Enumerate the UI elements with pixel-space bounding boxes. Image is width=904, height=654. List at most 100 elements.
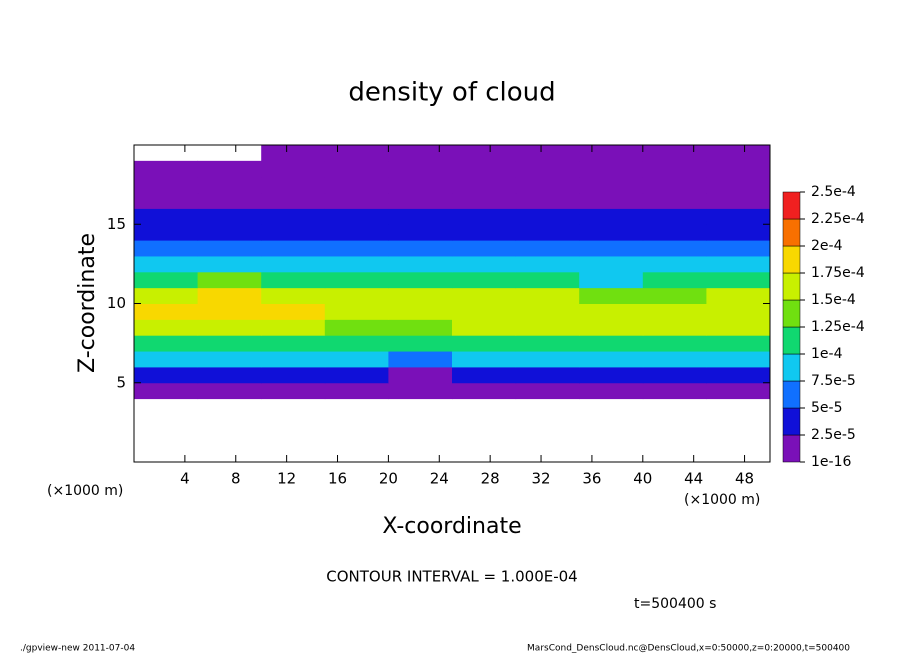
heatmap-cell (515, 287, 580, 304)
footer-left: ./gpview-new 2011-07-04 (20, 644, 135, 654)
heatmap-cell (324, 224, 389, 241)
heatmap-cell (134, 319, 199, 336)
heatmap-cell (579, 176, 644, 194)
heatmap-cell (579, 192, 644, 209)
heatmap-cell (642, 192, 707, 209)
heatmap (134, 145, 771, 400)
heatmap-cell (515, 255, 580, 273)
y-tick-label: 5 (116, 373, 126, 391)
heatmap-cell (515, 351, 580, 368)
heatmap-cell (706, 255, 771, 273)
heatmap-cell (706, 160, 771, 178)
heatmap-cell (515, 382, 580, 400)
heatmap-cell (579, 208, 644, 225)
heatmap-cell (134, 335, 199, 352)
heatmap-cell (452, 303, 517, 320)
heatmap-cell (706, 335, 771, 352)
heatmap-cell (324, 160, 389, 178)
colorbar-band (782, 245, 801, 274)
heatmap-cell (388, 255, 453, 273)
heatmap-cell (388, 382, 453, 400)
colorbar-label: 1.75e-4 (811, 265, 865, 281)
heatmap-cell (642, 335, 707, 352)
heatmap-cell (452, 271, 517, 289)
heatmap-cell (515, 224, 580, 241)
colorbar-label: 1.25e-4 (811, 319, 865, 335)
colorbar-band (782, 191, 801, 220)
heatmap-cell (452, 287, 517, 304)
heatmap-cell (261, 240, 326, 257)
heatmap-cell (388, 351, 453, 368)
heatmap-cell (197, 240, 262, 257)
heatmap-cell (452, 255, 517, 273)
heatmap-cell (197, 287, 262, 304)
heatmap-cell (706, 208, 771, 225)
heatmap-cell (388, 319, 453, 336)
x-tick-label: 32 (531, 470, 550, 488)
heatmap-cell (452, 335, 517, 352)
heatmap-cell (388, 160, 453, 178)
heatmap-cell (579, 255, 644, 273)
heatmap-cell (579, 303, 644, 320)
heatmap-cell (261, 176, 326, 194)
heatmap-cell (324, 255, 389, 273)
x-tick-label: 48 (735, 470, 754, 488)
heatmap-cell (197, 382, 262, 400)
heatmap-cell (261, 160, 326, 178)
heatmap-cell (515, 366, 580, 384)
heatmap-cell (388, 224, 453, 241)
heatmap-cell (452, 240, 517, 257)
heatmap-cell (324, 303, 389, 320)
heatmap-cell (261, 287, 326, 304)
colorbar-label: 1e-4 (811, 346, 843, 362)
heatmap-cell (261, 335, 326, 352)
heatmap-cell (324, 176, 389, 194)
heatmap-cell (197, 160, 262, 178)
heatmap-cell (197, 319, 262, 336)
heatmap-cell (197, 271, 262, 289)
heatmap-cell (706, 382, 771, 400)
heatmap-cell (134, 287, 199, 304)
heatmap-cell (134, 224, 199, 241)
heatmap-cell (388, 208, 453, 225)
heatmap-cell (197, 303, 262, 320)
heatmap-cell (388, 335, 453, 352)
x-tick-label: 44 (684, 470, 703, 488)
heatmap-cell (324, 366, 389, 384)
heatmap-cell (134, 208, 199, 225)
heatmap-cell (261, 271, 326, 289)
heatmap-cell (134, 240, 199, 257)
x-tick-label: 8 (231, 470, 241, 488)
heatmap-cell (324, 382, 389, 400)
heatmap-cell (261, 366, 326, 384)
heatmap-cell (579, 287, 644, 304)
heatmap-cell (515, 303, 580, 320)
x-axis-label: X-coordinate (382, 514, 521, 539)
colorbar-band (782, 272, 801, 301)
x-tick-label: 28 (481, 470, 500, 488)
heatmap-cell (642, 287, 707, 304)
heatmap-cell (515, 319, 580, 336)
x-tick-label: 4 (180, 470, 190, 488)
heatmap-cell (134, 382, 199, 400)
heatmap-cell (706, 366, 771, 384)
colorbar-label: 2e-4 (811, 238, 843, 254)
heatmap-cell (324, 351, 389, 368)
colorbar-label: 2.5e-4 (811, 184, 856, 200)
heatmap-cell (706, 224, 771, 241)
heatmap-cell (579, 366, 644, 384)
heatmap-cell (706, 319, 771, 336)
x-unit-label: (×1000 m) (47, 483, 123, 499)
heatmap-cell (706, 303, 771, 320)
heatmap-cell (261, 192, 326, 209)
heatmap-cell (579, 145, 644, 162)
heatmap-cell (452, 351, 517, 368)
axes: 4 8 12 16 20 24 28 32 36 40 44 48510151e-162.5e-55e… (107, 144, 865, 488)
heatmap-cell (197, 366, 262, 384)
heatmap-cell (197, 255, 262, 273)
heatmap-cell (197, 192, 262, 209)
y-tick-label: 15 (107, 215, 126, 233)
heatmap-cell (197, 351, 262, 368)
heatmap-cell (324, 192, 389, 209)
